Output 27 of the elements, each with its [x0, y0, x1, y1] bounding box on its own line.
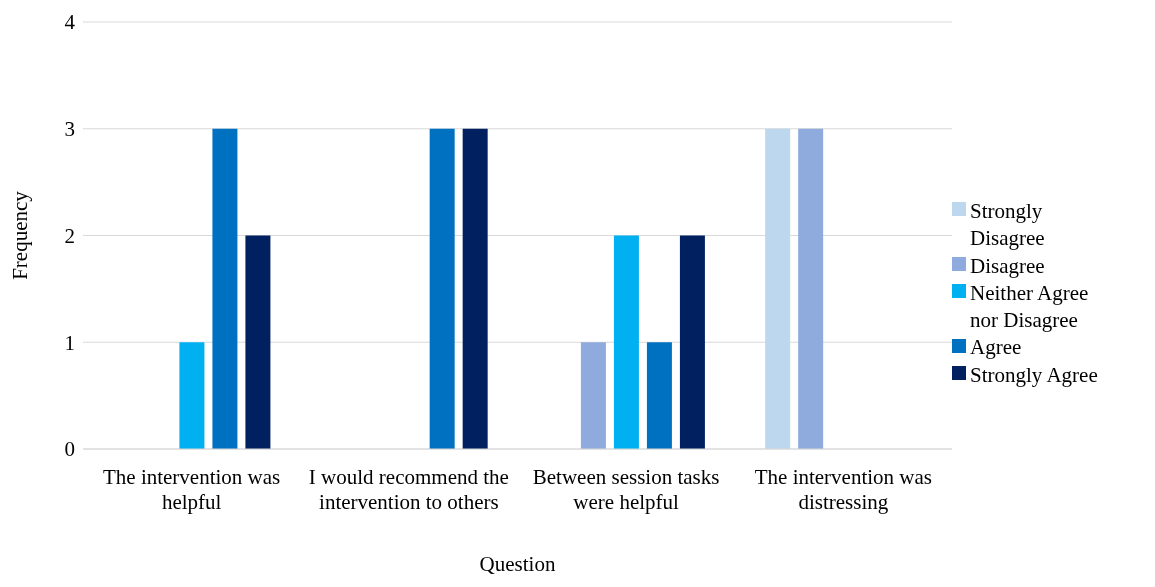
- bar: [245, 235, 271, 449]
- bar: [765, 128, 791, 449]
- bar: [646, 342, 672, 449]
- bar: [179, 342, 205, 449]
- y-tick-label: 1: [64, 330, 75, 355]
- legend-label: Disagree: [970, 252, 1046, 280]
- bar: [613, 235, 639, 449]
- y-tick-label: 0: [64, 437, 75, 462]
- bar: [580, 342, 606, 449]
- y-tick-label: 3: [64, 117, 75, 142]
- legend-label: Neither Agree nor Disagree: [970, 279, 1090, 335]
- legend-label: Strongly Agree: [970, 361, 1099, 389]
- y-tick-label: 2: [64, 223, 75, 248]
- x-tick-label: I would recommend the intervention to others: [308, 464, 509, 515]
- y-axis-title: Frequency: [8, 190, 33, 280]
- x-tick-label: Between session tasks were helpful: [532, 464, 720, 515]
- bar: [798, 128, 824, 449]
- x-tick-label: The intervention was helpful: [102, 464, 281, 515]
- y-tick-label: 4: [64, 10, 76, 35]
- x-axis-title: Question: [479, 552, 556, 576]
- legend-label: Agree: [970, 334, 1023, 362]
- x-tick-label: The intervention was distressing: [754, 464, 933, 515]
- bar: [679, 235, 705, 449]
- bar: [212, 128, 238, 449]
- bar: [429, 128, 455, 449]
- bar: [462, 128, 488, 449]
- legend-label: Strongly Disagree: [970, 197, 1046, 253]
